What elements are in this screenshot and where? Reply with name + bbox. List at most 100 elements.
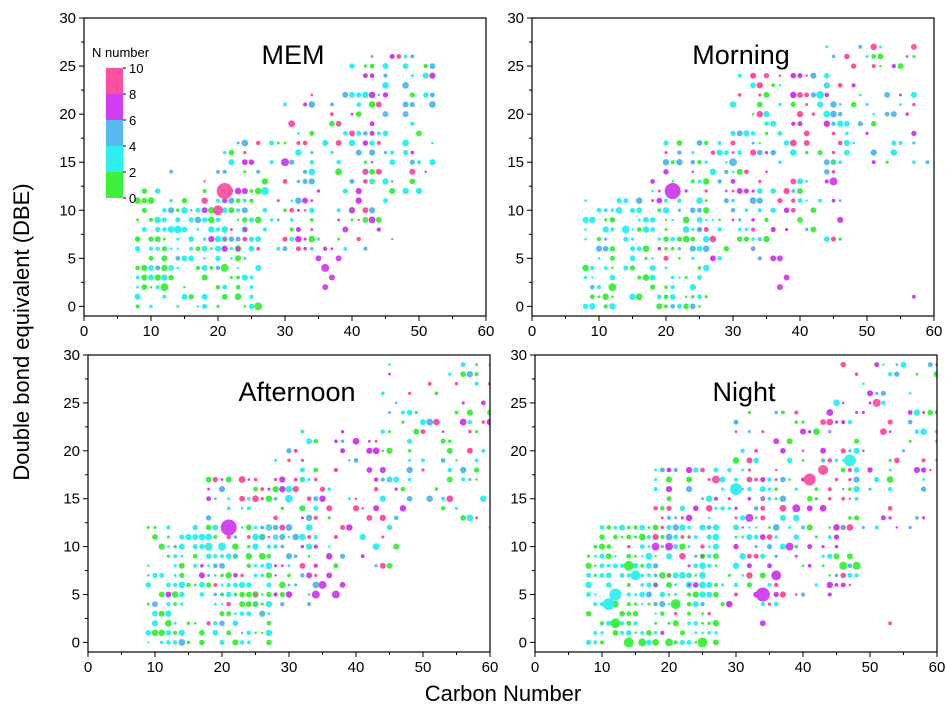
data-point xyxy=(767,563,772,569)
data-point xyxy=(403,150,409,156)
data-point xyxy=(359,533,366,541)
data-point xyxy=(642,226,650,233)
data-point xyxy=(697,637,708,648)
data-point xyxy=(707,630,712,635)
data-point xyxy=(222,198,227,203)
data-point xyxy=(654,621,658,625)
data-point xyxy=(676,303,682,309)
data-point xyxy=(246,591,252,598)
data-point xyxy=(216,304,220,309)
data-point xyxy=(724,189,728,193)
data-point xyxy=(853,485,860,493)
data-point xyxy=(369,130,375,136)
data-point xyxy=(709,235,717,243)
data-point xyxy=(307,535,312,539)
data-point xyxy=(610,618,621,629)
data-point xyxy=(652,639,659,646)
data-point xyxy=(623,236,629,242)
data-point xyxy=(757,208,762,213)
data-point xyxy=(389,159,396,166)
legend-swatch xyxy=(106,146,123,172)
data-point xyxy=(240,573,244,578)
data-point xyxy=(841,420,846,425)
data-point xyxy=(676,140,683,146)
data-point xyxy=(912,141,916,145)
data-point xyxy=(672,620,679,627)
data-point xyxy=(400,410,405,415)
y-tick-label: 25 xyxy=(510,395,527,412)
x-tick-label: 20 xyxy=(658,323,675,340)
data-point xyxy=(173,621,177,625)
data-point xyxy=(667,593,671,596)
y-tick-label: 10 xyxy=(59,202,76,219)
data-point xyxy=(429,92,435,98)
data-point xyxy=(195,265,201,271)
data-point xyxy=(466,447,473,454)
data-point xyxy=(837,120,844,127)
data-point xyxy=(134,236,141,242)
data-point xyxy=(468,478,472,482)
data-point xyxy=(407,449,412,453)
data-point xyxy=(820,447,827,454)
data-point xyxy=(690,159,696,165)
data-point xyxy=(246,535,251,539)
data-point xyxy=(801,449,805,453)
data-point xyxy=(330,112,334,116)
data-point xyxy=(311,590,320,599)
data-point xyxy=(891,64,896,69)
data-point xyxy=(214,602,217,606)
data-point xyxy=(629,207,636,213)
data-point xyxy=(280,601,285,607)
data-point xyxy=(692,591,699,598)
data-point xyxy=(260,573,265,578)
data-point xyxy=(242,217,248,223)
data-point xyxy=(660,593,664,596)
data-point xyxy=(609,274,616,281)
data-point xyxy=(475,363,478,366)
data-point xyxy=(727,573,731,577)
data-point xyxy=(382,111,389,118)
data-point xyxy=(326,505,333,512)
y-tick-label: 25 xyxy=(63,395,80,412)
data-point xyxy=(178,581,185,588)
data-point xyxy=(409,159,415,165)
data-point xyxy=(743,130,750,137)
data-point xyxy=(640,563,645,568)
data-point xyxy=(386,447,393,454)
data-point xyxy=(759,572,766,579)
data-point xyxy=(178,543,185,550)
data-point xyxy=(785,542,794,551)
data-point xyxy=(780,476,786,483)
y-tick-label: 25 xyxy=(507,58,524,75)
data-point xyxy=(276,141,280,145)
data-point xyxy=(207,573,211,577)
data-point xyxy=(215,284,221,290)
data-point xyxy=(854,573,859,578)
data-point xyxy=(306,572,313,579)
data-point xyxy=(770,120,777,127)
x-tick-label: 60 xyxy=(482,659,499,676)
data-point xyxy=(369,91,376,98)
data-point xyxy=(755,587,770,602)
data-point xyxy=(279,581,286,589)
data-point xyxy=(840,467,846,473)
data-point xyxy=(295,197,302,204)
data-point xyxy=(287,535,291,539)
data-point xyxy=(734,430,738,434)
data-point xyxy=(267,535,271,539)
data-point xyxy=(647,545,651,549)
y-tick-label: 5 xyxy=(519,587,527,604)
data-point xyxy=(707,516,711,520)
data-point xyxy=(246,496,251,501)
data-point xyxy=(361,506,365,510)
legend-tick-label: 2 xyxy=(129,165,136,180)
data-point xyxy=(235,236,241,242)
data-point xyxy=(788,526,792,529)
data-point xyxy=(801,564,805,568)
data-point xyxy=(690,179,695,184)
data-point xyxy=(651,199,655,203)
data-point xyxy=(704,160,708,164)
data-point xyxy=(734,592,738,597)
data-point xyxy=(704,140,709,146)
data-point xyxy=(154,274,161,281)
